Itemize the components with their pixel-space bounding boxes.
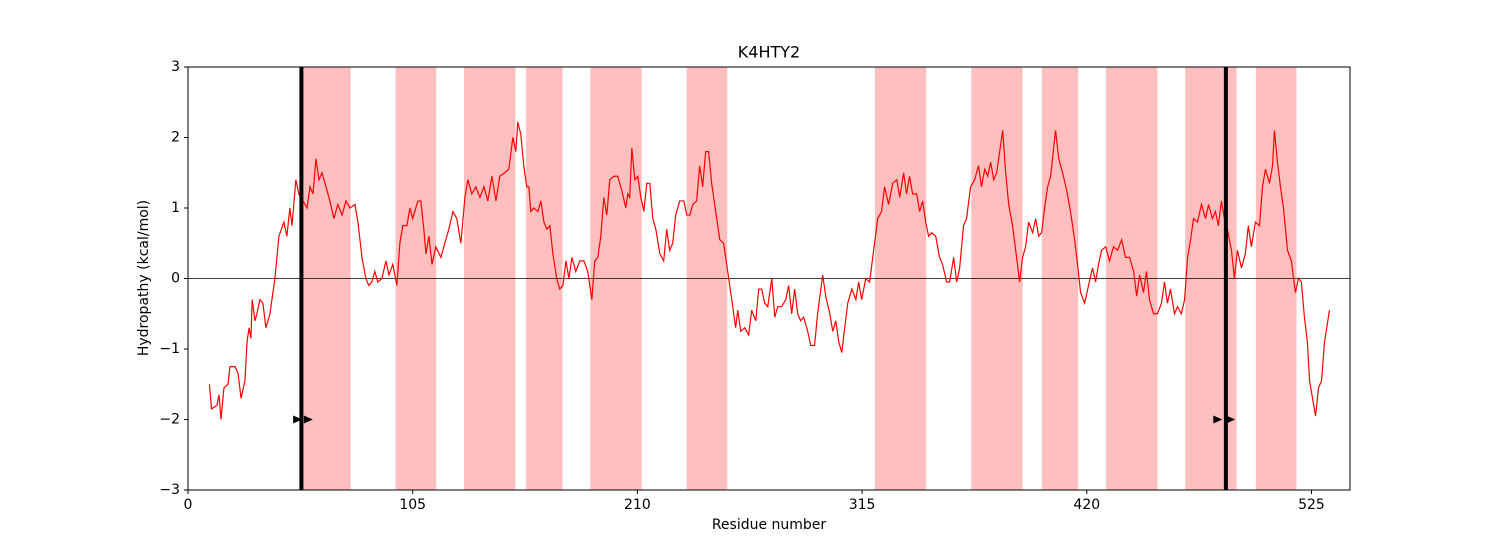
x-tick-label: 105	[399, 497, 426, 513]
x-tick-label: 0	[184, 497, 193, 513]
arrow-marker	[1213, 415, 1223, 424]
arrow-marker	[1226, 415, 1236, 424]
y-tick-label: 0	[171, 271, 180, 287]
y-tick-label: −3	[159, 482, 180, 498]
x-tick-label: 525	[1298, 497, 1325, 513]
x-tick-label: 420	[1073, 497, 1100, 513]
y-tick-label: 3	[171, 59, 180, 75]
y-axis-label: Hydropathy (kcal/mol)	[136, 200, 152, 356]
arrow-marker	[303, 415, 313, 424]
y-tick-label: −1	[159, 341, 180, 357]
x-tick-label: 315	[849, 497, 876, 513]
hydropathy-line	[208, 121, 1331, 420]
chart-title: K4HTY2	[738, 43, 800, 62]
x-tick-label: 210	[624, 497, 651, 513]
y-tick-label: −2	[159, 412, 180, 428]
y-tick-label: 2	[171, 130, 180, 146]
x-axis-label: Residue number	[712, 517, 827, 533]
y-tick-label: 1	[171, 200, 180, 216]
arrow-marker	[293, 415, 303, 424]
